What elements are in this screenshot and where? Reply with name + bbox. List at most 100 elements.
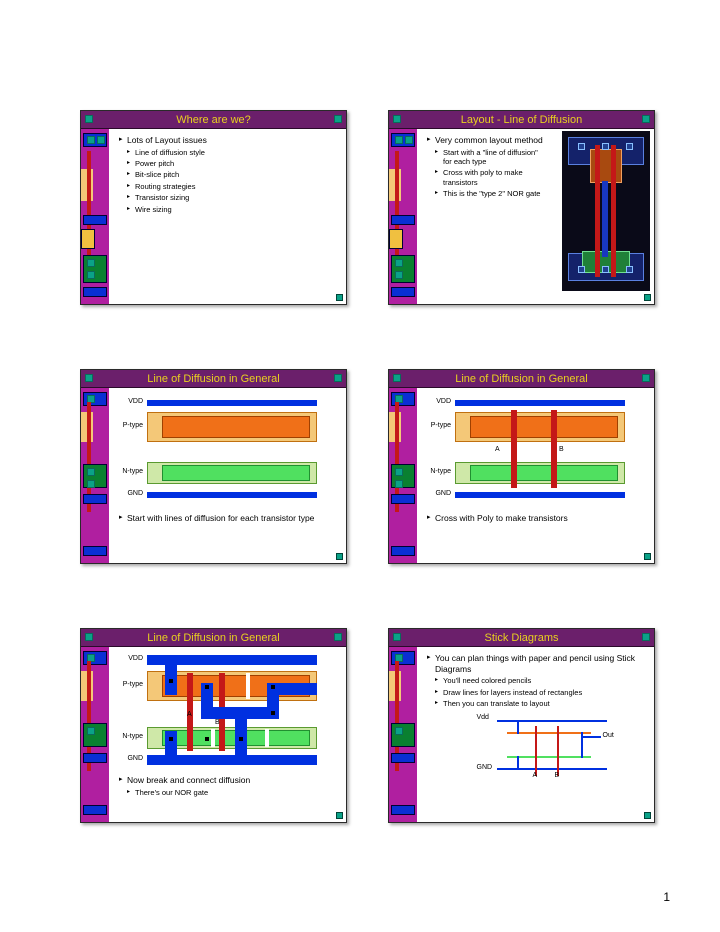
contact xyxy=(169,679,173,683)
lod-diagram: VDD P-type N-type GND A B xyxy=(423,396,633,511)
corner-icon xyxy=(393,115,401,123)
slide-content: VDD P-type N-type GND A B Cross with Pol… xyxy=(417,388,654,563)
corner-icon xyxy=(642,115,650,123)
title-text: Layout - Line of Diffusion xyxy=(461,114,582,126)
poly-b-line xyxy=(557,726,559,776)
out-label: Out xyxy=(603,732,614,739)
corner-icon xyxy=(85,374,93,382)
vdd-label: VDD xyxy=(117,655,143,662)
corner-icon xyxy=(336,294,343,301)
poly-b xyxy=(551,410,557,488)
title-text: Where are we? xyxy=(176,114,251,126)
corner-icon xyxy=(85,115,93,123)
ptype-label: P-type xyxy=(117,422,143,429)
ptype-label: P-type xyxy=(117,681,143,688)
ptype-label: P-type xyxy=(425,422,451,429)
gnd-rail xyxy=(147,492,317,498)
bullet: You can plan things with paper and penci… xyxy=(427,653,648,674)
title-text: Line of Diffusion in General xyxy=(147,632,280,644)
corner-icon xyxy=(334,633,342,641)
corner-icon xyxy=(644,553,651,560)
metal xyxy=(165,731,177,763)
corner-icon xyxy=(393,374,401,382)
bullet: Line of diffusion style xyxy=(127,148,340,157)
corner-icon xyxy=(642,374,650,382)
contact xyxy=(239,737,243,741)
bullet: Bit-slice pitch xyxy=(127,170,340,179)
vdd-label: VDD xyxy=(117,398,143,405)
slide-content: VDD P-type N-type GND Start with lines o… xyxy=(109,388,346,563)
slide-content: Very common layout method Start with a "… xyxy=(417,129,654,304)
poly-label-b: B xyxy=(559,446,564,453)
contact xyxy=(271,711,275,715)
corner-icon xyxy=(644,294,651,301)
ntype-label: N-type xyxy=(425,468,451,475)
corner-icon xyxy=(393,633,401,641)
poly-a xyxy=(511,410,517,488)
poly-a-line xyxy=(535,726,537,776)
slide-sidebar xyxy=(389,129,417,304)
corner-icon xyxy=(334,374,342,382)
bullet: Routing strategies xyxy=(127,182,340,191)
bullet: Cross with poly to make transistors xyxy=(435,168,547,187)
n-diffusion xyxy=(147,462,317,484)
n-diffusion xyxy=(455,462,625,484)
vdd-line xyxy=(497,720,607,722)
slide-title: Stick Diagrams xyxy=(389,629,654,647)
gnd-label: GND xyxy=(477,764,493,771)
lod-diagram: VDD P-type N-type GND xyxy=(115,396,325,511)
gnd-label: GND xyxy=(425,490,451,497)
slide-sidebar xyxy=(389,647,417,822)
vdd-rail xyxy=(455,400,625,406)
slide-layout-line-of-diffusion: Layout - Line of Diffusion Very common l… xyxy=(388,110,655,305)
gnd-label: GND xyxy=(117,755,143,762)
corner-icon xyxy=(336,553,343,560)
a-label: A xyxy=(533,772,538,779)
corner-icon xyxy=(334,115,342,123)
contact xyxy=(169,737,173,741)
slide-title: Layout - Line of Diffusion xyxy=(389,111,654,129)
metal xyxy=(235,707,247,763)
bullet: Power pitch xyxy=(127,159,340,168)
n-line xyxy=(507,756,591,758)
p-diffusion xyxy=(147,412,317,442)
out-line xyxy=(581,736,601,738)
lod-nor-diagram: VDD P-type N-type GND xyxy=(115,655,325,773)
n-split xyxy=(211,729,215,747)
slide-title: Where are we? xyxy=(81,111,346,129)
metal xyxy=(165,655,177,695)
poly-label-a: A xyxy=(187,711,192,718)
contact xyxy=(205,685,209,689)
slide-content: Lots of Layout issues Line of diffusion … xyxy=(109,129,346,304)
ntype-label: N-type xyxy=(117,468,143,475)
vdd-label: VDD xyxy=(425,398,451,405)
corner-icon xyxy=(336,812,343,819)
title-text: Line of Diffusion in General xyxy=(147,373,280,385)
vdd-rail xyxy=(147,400,317,406)
slide-title: Line of Diffusion in General xyxy=(389,370,654,388)
slide-lod-general-2: Line of Diffusion in General VDD P-type xyxy=(388,369,655,564)
bullet: Start with lines of diffusion for each t… xyxy=(119,513,340,524)
metal-line xyxy=(517,756,519,770)
vdd-label: Vdd xyxy=(477,714,489,721)
p-line xyxy=(507,732,591,734)
bullet: Lots of Layout issues xyxy=(119,135,340,146)
gnd-rail xyxy=(455,492,625,498)
slide-title: Line of Diffusion in General xyxy=(81,370,346,388)
slide-sidebar xyxy=(81,129,109,304)
title-text: Line of Diffusion in General xyxy=(455,373,588,385)
bullet: Start with a "line of diffusion" for eac… xyxy=(435,148,547,167)
slide-where-are-we: Where are we? Lots of Layout issues xyxy=(80,110,347,305)
b-label: B xyxy=(555,772,560,779)
poly-label-a: A xyxy=(495,446,500,453)
bullet: Very common layout method xyxy=(427,135,547,146)
contact xyxy=(271,685,275,689)
bullet: This is the "type 2" NOR gate xyxy=(435,189,547,198)
contact xyxy=(205,737,209,741)
p-diffusion xyxy=(455,412,625,442)
page-number: 1 xyxy=(663,890,670,904)
bullet: Cross with Poly to make transistors xyxy=(427,513,648,524)
bullet: Now break and connect diffusion xyxy=(119,775,340,786)
bullet: Wire sizing xyxy=(127,205,340,214)
nor-gate-layout-diagram xyxy=(562,131,650,291)
